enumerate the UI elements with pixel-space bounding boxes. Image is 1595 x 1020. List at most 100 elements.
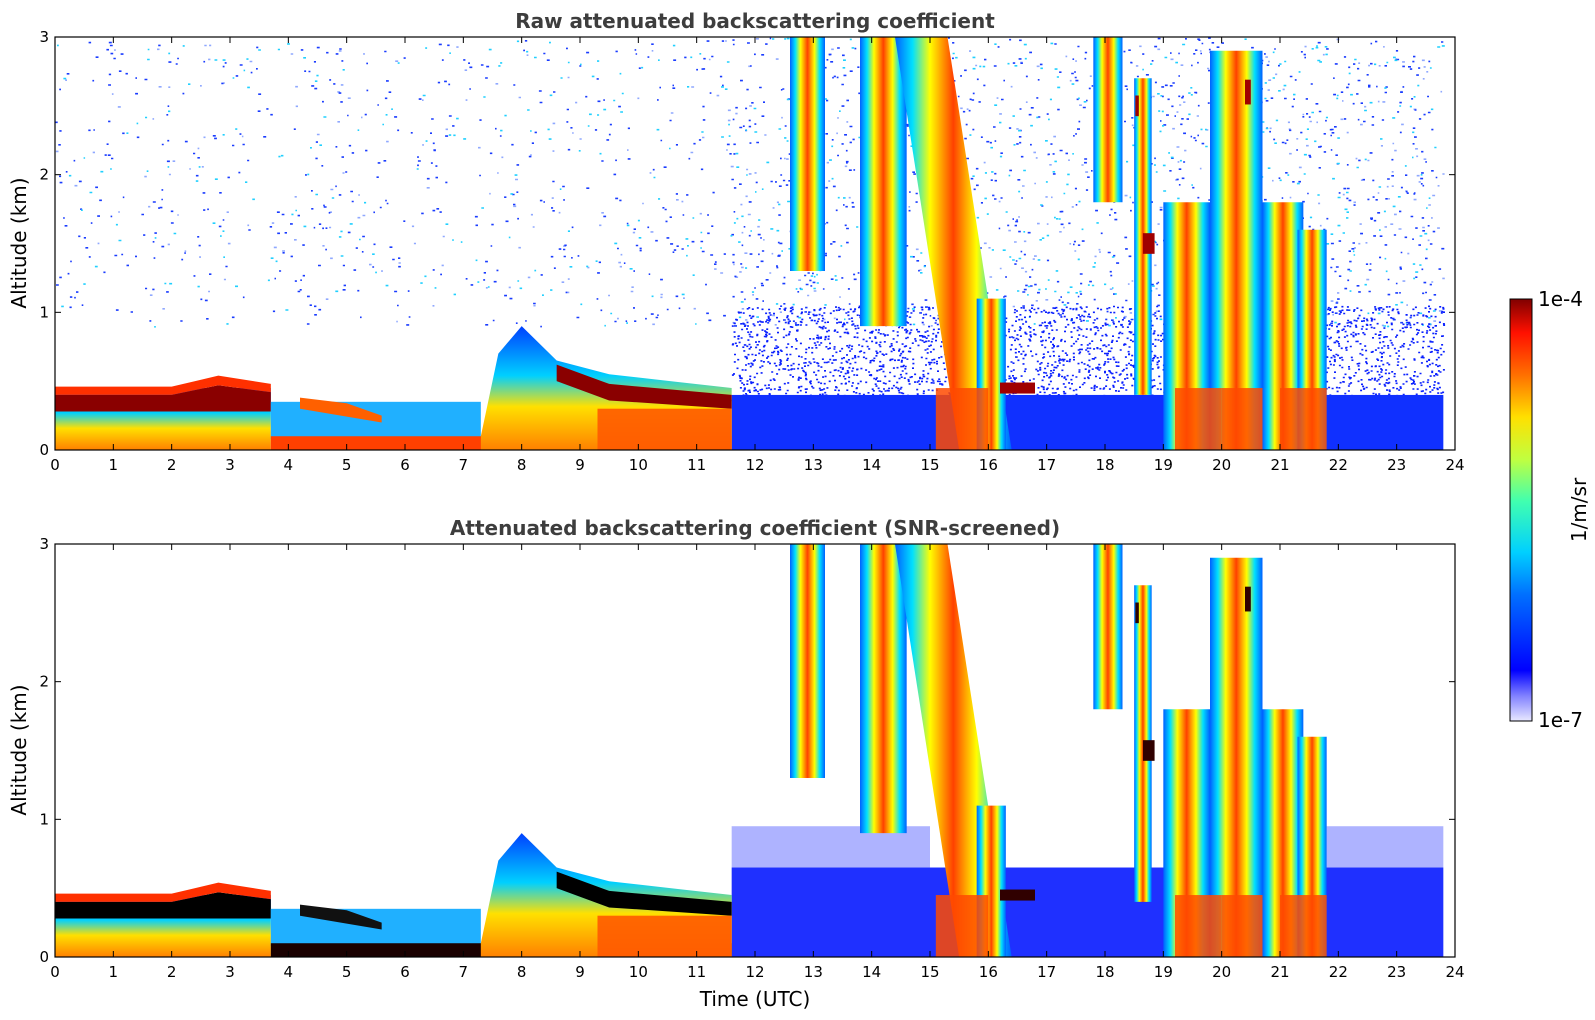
surface-aerosol-layer	[731, 394, 1444, 450]
boundary-layer-edge-a	[55, 882, 271, 902]
x-tick-label: 13	[804, 963, 823, 981]
cloud-spot-3	[1000, 889, 1035, 901]
x-tick-label: 20	[1212, 456, 1231, 474]
x-tick-label: 4	[284, 456, 294, 474]
x-tick-label: 16	[979, 963, 998, 981]
x-tick-label: 5	[342, 963, 352, 981]
x-tick-label: 8	[517, 963, 527, 981]
x-tick-label: 7	[459, 963, 469, 981]
cloud-spot-0	[1142, 740, 1155, 761]
x-tick-label: 23	[1387, 456, 1406, 474]
x-tick-label: 24	[1445, 963, 1464, 981]
panel2-title: Attenuated backscattering coefficient (S…	[450, 516, 1060, 540]
x-tick-label: 15	[920, 456, 939, 474]
x-tick-label: 21	[1270, 963, 1289, 981]
boundary-layer-core-c	[597, 408, 732, 450]
x-tick-label: 10	[629, 963, 648, 981]
x-tick-label: 21	[1270, 456, 1289, 474]
precip-core-1	[1175, 895, 1222, 957]
surface-aerosol-layer	[731, 867, 1444, 957]
precip-plume-1	[860, 37, 907, 327]
precip-core-0	[935, 895, 989, 957]
panel2-x-ticks: 0 1 2 3 4 5 6 7 8 9 10 11 12 13 14 15 16 17 18 19 20 21 22 23 24	[50, 544, 1465, 981]
cloud-spot-0	[1142, 233, 1155, 254]
precip-plume-4	[1093, 37, 1123, 203]
boundary-layer-core-c	[597, 915, 732, 957]
precip-core-3	[1280, 895, 1327, 957]
panel2-xlabel: Time (UTC)	[699, 987, 811, 1011]
raw-backscatter-panel: Raw attenuated backscattering coefficien…	[7, 9, 1465, 474]
x-tick-label: 1	[109, 456, 119, 474]
x-tick-label: 15	[920, 963, 939, 981]
precip-core-2	[1221, 895, 1263, 957]
aerosol-streak	[300, 397, 382, 423]
x-tick-label: 14	[862, 456, 881, 474]
x-tick-label: 17	[1037, 456, 1056, 474]
x-tick-label: 18	[1095, 963, 1114, 981]
cloud-spot-2	[1135, 602, 1139, 624]
x-tick-label: 6	[400, 963, 410, 981]
x-tick-label: 22	[1329, 963, 1348, 981]
x-tick-label: 6	[400, 456, 410, 474]
panel2-features	[55, 544, 1444, 957]
boundary-layer-top-c	[556, 364, 732, 409]
x-tick-label: 17	[1037, 963, 1056, 981]
precip-core-2	[1221, 388, 1263, 450]
x-tick-label: 0	[50, 963, 60, 981]
y-tick-label: 2	[39, 166, 49, 184]
x-tick-label: 24	[1445, 456, 1464, 474]
colorbar-unit-label: 1/m/sr	[1567, 477, 1591, 542]
boundary-layer-edge-a	[55, 375, 271, 395]
snr-screened-panel: Attenuated backscattering coefficient (S…	[7, 516, 1465, 1011]
x-tick-label: 23	[1387, 963, 1406, 981]
panel1-features	[55, 37, 1444, 450]
panel1-title: Raw attenuated backscattering coefficien…	[515, 9, 995, 33]
x-tick-label: 11	[687, 456, 706, 474]
x-tick-label: 1	[109, 963, 119, 981]
precip-plume-7	[1210, 50, 1263, 450]
x-tick-label: 12	[745, 963, 764, 981]
x-tick-label: 2	[167, 963, 177, 981]
x-tick-label: 10	[629, 456, 648, 474]
x-tick-label: 13	[804, 456, 823, 474]
x-tick-label: 9	[575, 963, 585, 981]
precip-plume-1	[860, 544, 907, 834]
x-tick-label: 3	[225, 456, 235, 474]
x-tick-label: 11	[687, 963, 706, 981]
colorbar-gradient	[1509, 298, 1533, 722]
cloud-spot-2	[1135, 95, 1139, 117]
cloud-spot-3	[1000, 382, 1035, 394]
y-tick-label: 2	[39, 673, 49, 691]
colorbar-min-label: 1e-7	[1538, 708, 1583, 732]
panel1-x-ticks: 0 1 2 3 4 5 6 7 8 9 10 11 12 13 14 15 16 17 18 19 20 21 22 23 24	[50, 37, 1465, 474]
x-tick-label: 3	[225, 963, 235, 981]
precip-plume-0	[790, 37, 825, 272]
precip-plume-7	[1210, 557, 1263, 957]
colorbar: 1e-4 1e-7 1/m/sr	[1509, 287, 1591, 732]
panel2-ylabel: Altitude (km)	[7, 684, 31, 815]
aerosol-haze	[1326, 826, 1444, 868]
x-tick-label: 2	[167, 456, 177, 474]
x-tick-label: 19	[1154, 963, 1173, 981]
x-tick-label: 5	[342, 456, 352, 474]
precip-core-3	[1280, 388, 1327, 450]
panel2-y-ticks: 0 1 2 3	[39, 535, 1455, 966]
x-tick-label: 12	[745, 456, 764, 474]
x-tick-label: 16	[979, 456, 998, 474]
x-tick-label: 22	[1329, 456, 1348, 474]
panel1-y-ticks: 0 1 2 3	[39, 28, 1455, 459]
y-tick-label: 0	[39, 441, 49, 459]
x-tick-label: 19	[1154, 456, 1173, 474]
y-tick-label: 3	[39, 535, 49, 553]
x-tick-label: 0	[50, 456, 60, 474]
y-tick-label: 3	[39, 28, 49, 46]
colorbar-max-label: 1e-4	[1538, 287, 1583, 311]
cloud-spot-1	[1245, 79, 1251, 105]
cloud-spot-1	[1245, 586, 1251, 612]
boundary-layer-top-a	[55, 385, 271, 412]
panel1-ylabel: Altitude (km)	[7, 177, 31, 308]
y-tick-label: 0	[39, 948, 49, 966]
y-tick-label: 1	[39, 810, 49, 828]
boundary-layer-top-c	[556, 871, 732, 916]
